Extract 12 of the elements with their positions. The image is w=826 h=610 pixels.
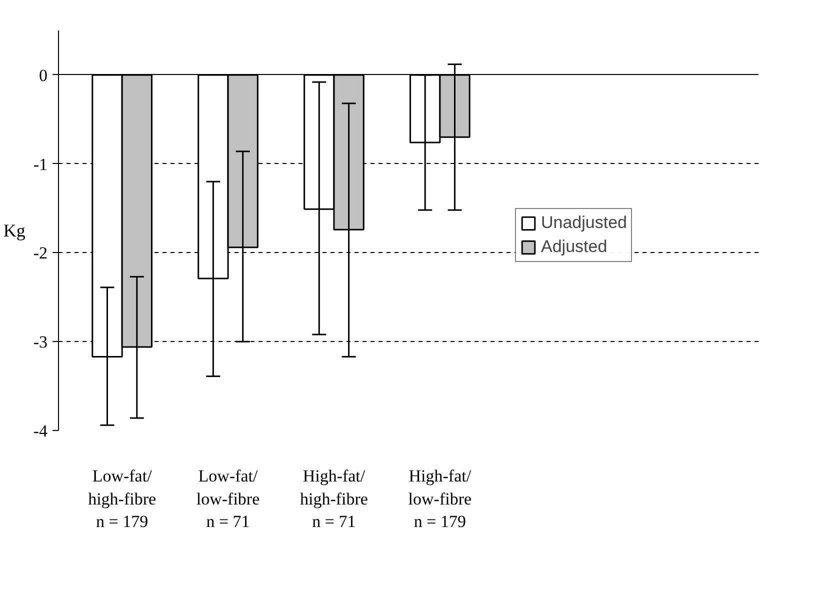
- x-tick-label: High-fat/ high-fibre n = 71: [300, 466, 368, 532]
- y-tick-label: -4: [33, 422, 48, 440]
- x-tick-label: Low-fat/ high-fibre n = 179: [88, 466, 156, 532]
- y-tick-label: -3: [33, 332, 48, 352]
- legend-label: Adjusted: [541, 237, 608, 257]
- y-tick-label: -2: [33, 244, 48, 263]
- y-tick-label: 0: [39, 66, 48, 85]
- y-tick-label: -1: [33, 154, 48, 174]
- y-axis-title: Kg: [3, 220, 26, 240]
- x-tick-label: Low-fat/ low-fibre n = 71: [196, 466, 260, 532]
- legend-label: Unadjusted: [541, 213, 628, 233]
- x-tick-label: High-fat/ low-fibre n = 179: [408, 466, 472, 532]
